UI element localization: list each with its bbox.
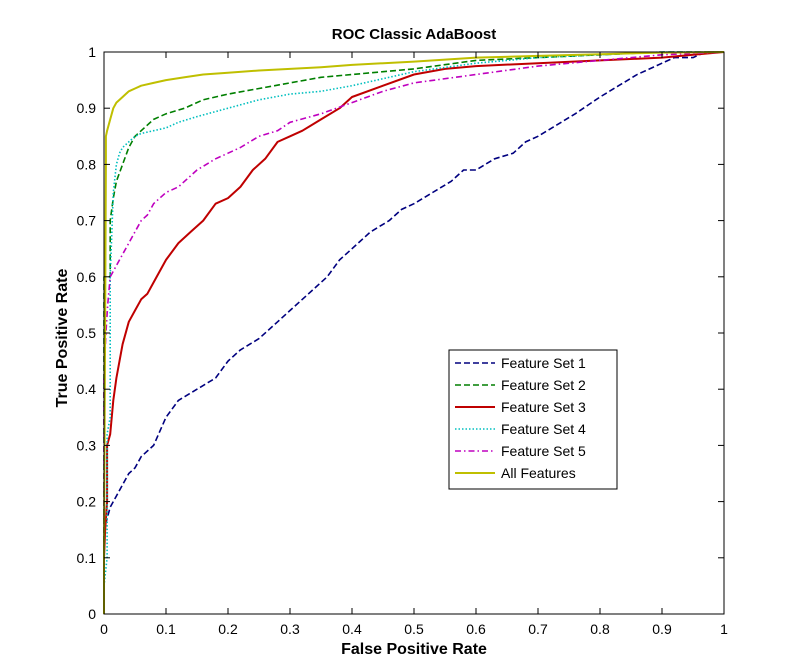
y-tick-label: 0.8	[77, 156, 97, 172]
x-tick-label: 0.1	[156, 621, 176, 637]
x-tick-label: 0	[100, 621, 108, 637]
y-tick-label: 0.5	[77, 325, 97, 341]
series-layer	[103, 51, 725, 614]
legend: Feature Set 1 Feature Set 2 Feature Set 3 F…	[448, 349, 618, 490]
y-tick-label: 0.1	[77, 550, 97, 566]
legend-label-6: All Features	[501, 465, 576, 481]
y-tick-label: 0.7	[77, 213, 97, 229]
legend-box	[448, 349, 618, 490]
x-tick-label: 0.8	[590, 621, 610, 637]
y-tick-label: 0.9	[77, 100, 97, 116]
x-axis-label: False Positive Rate	[341, 641, 487, 658]
legend-label-3: Feature Set 3	[501, 399, 586, 415]
y-tick-label: 0.6	[77, 269, 97, 285]
y-tick-label: 0	[88, 606, 96, 622]
series-line-5	[103, 51, 725, 614]
y-tick-label: 1	[88, 44, 96, 60]
plot-area	[104, 52, 724, 614]
series-line-4	[103, 51, 724, 614]
series-line-2	[103, 51, 724, 614]
series-line-3	[103, 51, 725, 614]
x-tick-label: 0.2	[218, 621, 238, 637]
y-tick-label: 0.2	[77, 494, 97, 510]
x-tick-label: 0.9	[652, 621, 672, 637]
x-tick-label: 0.7	[528, 621, 548, 637]
y-tick-label: 0.3	[77, 437, 97, 453]
legend-label-1: Feature Set 1	[501, 355, 586, 371]
y-tick-label: 0.4	[77, 381, 97, 397]
x-tick-label: 0.4	[342, 621, 362, 637]
legend-label-2: Feature Set 2	[501, 377, 586, 393]
x-tick-label: 0.5	[404, 621, 424, 637]
legend-label-4: Feature Set 4	[501, 421, 586, 437]
x-tick-label: 0.6	[466, 621, 486, 637]
x-tick-label: 0.3	[280, 621, 300, 637]
legend-label-5: Feature Set 5	[501, 443, 586, 459]
y-axis-label: True Positive Rate	[54, 269, 71, 408]
chart-title: ROC Classic AdaBoost	[332, 26, 496, 43]
tick-layer: 0 0.1 0.2 0.3 0.4 0.5 0.6 0.7 0.8 0.9 1 0 0.1 0.2 0.3 0…	[77, 44, 729, 637]
series-line-6	[103, 51, 725, 614]
x-tick-label: 1	[720, 621, 728, 637]
series-line-1	[103, 51, 724, 614]
